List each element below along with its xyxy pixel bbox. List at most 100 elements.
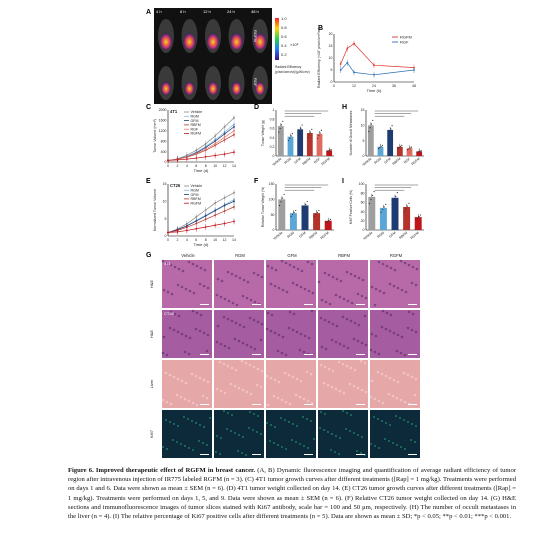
tissue-speck xyxy=(309,372,313,376)
tissue-speck xyxy=(273,442,275,444)
tissue-speck xyxy=(349,430,351,432)
dot xyxy=(293,211,295,214)
data-point xyxy=(373,64,375,67)
tissue-speck xyxy=(245,390,249,394)
y-tick-label: 15 xyxy=(163,182,167,186)
tissue-speck xyxy=(395,415,397,417)
tissue-speck xyxy=(226,317,230,321)
tissue-speck xyxy=(341,315,345,319)
tissue-speck xyxy=(161,398,165,402)
tissue-speck xyxy=(281,335,285,339)
tissue-speck xyxy=(346,299,350,303)
tissue-speck xyxy=(339,437,341,439)
tissue-speck xyxy=(306,399,310,403)
x-tick-label: 12 xyxy=(352,84,356,88)
y-tick-label: 0 xyxy=(165,160,167,164)
tissue-speck xyxy=(253,300,257,304)
tissue-speck xyxy=(183,416,185,418)
tissue-speck xyxy=(198,376,202,380)
tissue-speck xyxy=(195,264,199,268)
tissue-speck xyxy=(305,370,309,374)
legend-entry: RGFM xyxy=(191,132,202,136)
dot xyxy=(396,192,398,194)
tissue-speck xyxy=(248,427,250,429)
tissue-speck xyxy=(170,292,174,296)
cbar-label: Radiant Efficiency (p/sec/cm²/sr)/(µW/cm… xyxy=(275,65,310,74)
dot xyxy=(381,144,384,146)
tissue-speck xyxy=(284,261,288,265)
category-label: GFM xyxy=(383,157,391,165)
tissue-speck xyxy=(175,393,179,397)
data-point xyxy=(195,216,198,218)
dot xyxy=(397,148,399,150)
bar xyxy=(278,199,286,230)
bar xyxy=(368,196,376,230)
y-tick-label: 15 xyxy=(329,44,333,48)
tissue-speck xyxy=(334,293,338,297)
y-tick-label: 0 xyxy=(331,80,333,84)
tissue-speck xyxy=(356,386,360,390)
tissue-speck xyxy=(202,442,204,444)
dot xyxy=(328,219,330,222)
tissue-speck xyxy=(345,270,349,274)
tissue-speck xyxy=(241,452,243,454)
tissue-speck xyxy=(198,282,202,286)
category-label: RGF xyxy=(313,157,321,165)
tissue-speck xyxy=(240,359,244,363)
tissue-speck xyxy=(177,267,181,271)
tissue-speck xyxy=(361,278,365,282)
tissue-speck xyxy=(331,369,335,373)
row-label: H&E xyxy=(149,330,154,339)
tissue-speck xyxy=(341,362,345,366)
panel-label-i: I xyxy=(342,178,344,185)
category-label: RBFM xyxy=(398,231,408,240)
tissue-speck xyxy=(280,398,284,402)
tissue-speck xyxy=(335,435,337,437)
tissue-speck xyxy=(410,439,412,441)
tissue-speck xyxy=(342,344,346,348)
bar xyxy=(297,129,304,156)
y-tick-label: 800 xyxy=(161,139,167,143)
tissue-speck xyxy=(234,274,238,278)
dot xyxy=(311,128,313,130)
tissue-speck xyxy=(350,414,352,416)
dot xyxy=(419,150,421,152)
tissue-speck xyxy=(188,289,192,293)
y-tick-label: 150 xyxy=(269,182,275,186)
dot xyxy=(399,145,402,148)
histology-tile xyxy=(266,310,316,358)
tissue-speck xyxy=(392,331,396,335)
tissue-speck xyxy=(387,392,391,396)
tissue-speck xyxy=(245,343,249,347)
chart-b: 0 12 24 36 48 0 5 10 15 20 Time (h) Radiant Efficie… xyxy=(317,28,416,93)
tissue-speck xyxy=(395,396,399,400)
tissue-speck xyxy=(169,263,173,267)
tissue-speck xyxy=(291,375,295,379)
tissue-speck xyxy=(176,330,180,334)
x-tick-label: 8 xyxy=(205,238,207,242)
mouse-signal xyxy=(206,32,220,50)
tissue-speck xyxy=(215,340,219,344)
tissue-speck xyxy=(223,297,227,301)
tissue-speck xyxy=(298,395,302,399)
tissue-speck xyxy=(319,316,323,320)
tissue-speck xyxy=(310,420,312,422)
tissue-speck xyxy=(191,262,195,266)
y-tick-label: 0.6 xyxy=(270,127,275,131)
y-axis-label: Tumor Volume (mm³) xyxy=(153,119,157,153)
tissue-speck xyxy=(299,285,303,289)
tissue-speck xyxy=(396,380,400,384)
x-tick-label: 10 xyxy=(213,238,217,242)
tissue-speck xyxy=(165,400,169,404)
dot xyxy=(417,151,420,153)
data-point xyxy=(204,226,207,228)
dot xyxy=(282,120,284,122)
mouse-signal xyxy=(230,32,243,50)
histology-tile xyxy=(266,260,316,308)
tissue-speck xyxy=(183,397,187,401)
dot xyxy=(281,197,284,199)
tissue-speck xyxy=(199,313,203,317)
tissue-speck xyxy=(284,419,286,421)
tissue-speck xyxy=(285,448,287,450)
histology-tile xyxy=(214,260,264,308)
